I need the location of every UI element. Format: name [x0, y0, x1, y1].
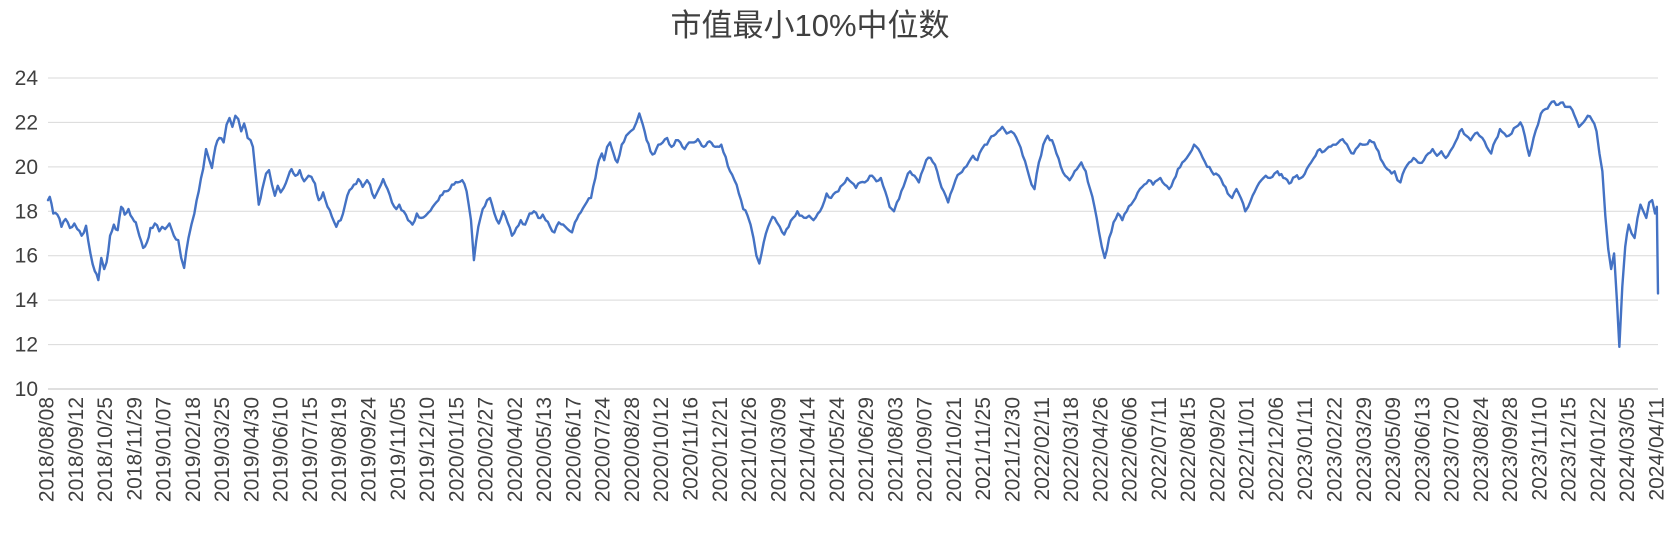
x-axis-label-17: 2020/05/13 — [533, 397, 556, 502]
x-axis-label-44: 2023/02/22 — [1324, 397, 1347, 502]
x-axis-label-36: 2022/04/26 — [1089, 397, 1112, 502]
x-axis-label-50: 2023/09/28 — [1499, 397, 1522, 502]
x-axis-label-15: 2020/02/27 — [475, 397, 498, 502]
x-axis-label-43: 2023/01/11 — [1294, 397, 1317, 501]
y-axis-label-24: 24 — [15, 67, 39, 90]
x-axis-label-34: 2022/02/11 — [1031, 397, 1054, 501]
x-axis-label-39: 2022/08/15 — [1177, 397, 1200, 502]
y-axis-label-10: 10 — [15, 378, 38, 401]
x-axis-label-10: 2019/08/19 — [328, 397, 351, 502]
x-axis-label-18: 2020/06/17 — [562, 397, 585, 502]
x-axis-label-51: 2023/11/10 — [1528, 397, 1551, 501]
x-axis-labels: 2018/08/08 2018/09/12 2018/10/25 2018/11/29… — [36, 397, 1669, 502]
x-axis-label-19: 2020/07/24 — [592, 397, 615, 502]
x-axis-label-11: 2019/09/24 — [358, 397, 381, 502]
x-axis-label-9: 2019/07/15 — [299, 397, 322, 502]
x-axis-label-28: 2021/06/29 — [855, 397, 878, 502]
x-axis-label-0: 2018/08/08 — [36, 397, 59, 502]
series-line — [46, 100, 1660, 348]
x-axis-label-54: 2024/03/05 — [1616, 397, 1639, 502]
horizontal-gridlines — [48, 77, 1658, 390]
x-axis-label-1: 2018/09/12 — [65, 397, 88, 502]
x-axis-label-29: 2021/08/03 — [884, 397, 907, 502]
x-axis-label-26: 2021/04/14 — [797, 397, 820, 502]
y-axis-label-22: 22 — [15, 111, 38, 134]
x-axis-label-32: 2021/11/25 — [972, 397, 995, 501]
x-axis-label-46: 2023/05/09 — [1382, 397, 1405, 502]
x-axis-label-7: 2019/04/30 — [240, 397, 263, 502]
x-axis-label-31: 2021/10/21 — [943, 397, 966, 502]
x-axis-label-47: 2023/06/13 — [1411, 397, 1434, 502]
x-axis-label-2: 2018/10/25 — [94, 397, 117, 502]
x-axis-label-37: 2022/06/06 — [1119, 397, 1142, 502]
x-axis-label-14: 2020/01/15 — [445, 397, 468, 502]
x-axis-label-13: 2019/12/10 — [416, 397, 439, 502]
x-axis-label-12: 2019/11/05 — [387, 397, 410, 501]
x-axis-label-6: 2019/03/25 — [211, 397, 234, 502]
x-axis-label-27: 2021/05/24 — [826, 397, 849, 502]
y-axis-label-20: 20 — [15, 156, 38, 179]
x-axis-label-8: 2019/06/10 — [270, 397, 293, 502]
y-axis-label-14: 14 — [15, 289, 39, 312]
x-axis-label-40: 2022/09/20 — [1206, 397, 1229, 502]
x-axis-label-3: 2018/11/29 — [123, 397, 146, 501]
x-axis-label-52: 2023/12/15 — [1558, 397, 1581, 502]
x-axis-label-22: 2020/11/16 — [680, 397, 703, 501]
y-axis-label-18: 18 — [15, 200, 38, 223]
chart-title: 市值最小10%中位数 — [670, 8, 949, 43]
x-axis-label-25: 2021/03/09 — [767, 397, 790, 502]
x-axis-label-42: 2022/12/06 — [1265, 397, 1288, 502]
x-axis-label-41: 2022/11/01 — [1236, 397, 1259, 501]
x-axis-label-20: 2020/08/28 — [621, 397, 644, 502]
x-axis-label-33: 2021/12/30 — [1002, 397, 1025, 502]
x-axis-label-5: 2019/02/18 — [182, 397, 205, 502]
x-axis-label-49: 2023/08/24 — [1470, 397, 1493, 502]
y-axis-label-12: 12 — [15, 334, 38, 357]
x-axis-label-45: 2023/03/29 — [1353, 397, 1376, 502]
x-axis-label-23: 2020/12/21 — [709, 397, 732, 502]
y-axis-labels: 10 12 14 16 18 20 22 24 — [15, 67, 39, 401]
x-axis-label-38: 2022/07/11 — [1148, 397, 1171, 501]
x-axis-label-48: 2023/07/20 — [1441, 397, 1464, 502]
x-axis-label-16: 2020/04/02 — [504, 397, 527, 502]
x-axis-label-55: 2024/04/11 — [1646, 397, 1669, 501]
x-axis-label-24: 2021/01/26 — [738, 397, 761, 502]
x-axis-label-35: 2022/03/18 — [1060, 397, 1083, 502]
y-axis-label-16: 16 — [15, 245, 38, 268]
x-axis-label-4: 2019/01/07 — [153, 397, 176, 502]
x-axis-label-30: 2021/09/07 — [914, 397, 937, 502]
x-axis-label-21: 2020/10/12 — [650, 397, 673, 502]
x-axis-label-53: 2024/01/22 — [1587, 397, 1610, 502]
